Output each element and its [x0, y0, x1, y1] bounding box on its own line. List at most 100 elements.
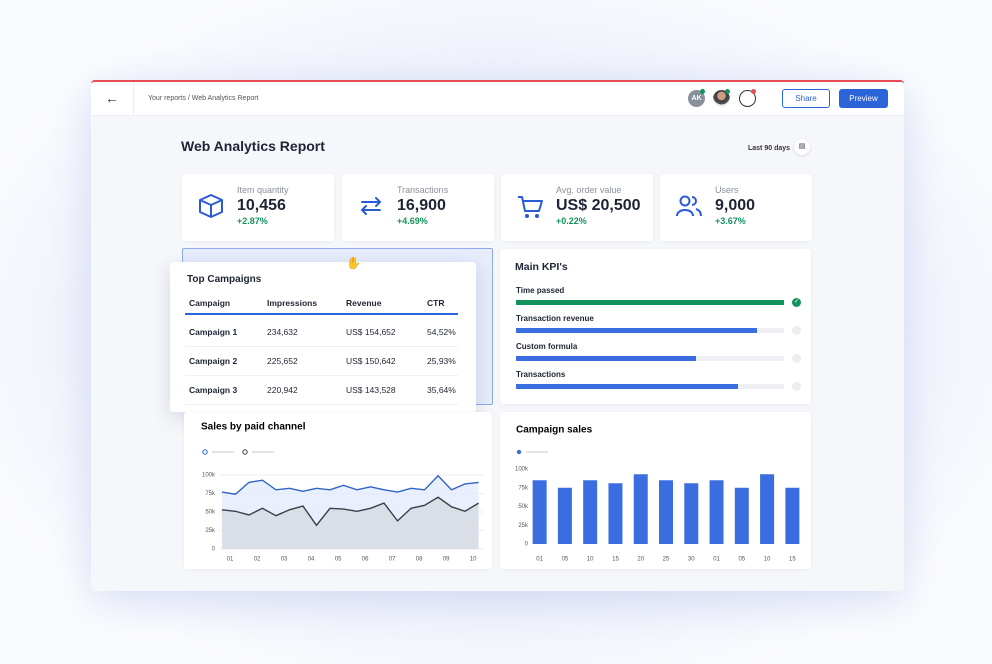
table-cell: US$ 143,528	[346, 385, 396, 395]
table-cell: 220,942	[267, 385, 298, 395]
avatar-initials: AK	[691, 95, 702, 102]
kpi-change: +0.22%	[556, 216, 587, 226]
bar	[659, 480, 673, 544]
table-cell: US$ 154,652	[346, 327, 396, 337]
row-rule	[185, 375, 458, 376]
bar	[532, 480, 547, 544]
report-title: Web Analytics Report	[181, 138, 325, 154]
x-tick-label: 10	[587, 557, 594, 563]
x-tick-label: 01	[536, 557, 543, 563]
row-rule	[185, 404, 458, 405]
kpi-bar-label: Transaction revenue	[516, 314, 594, 323]
x-tick-label: 08	[416, 557, 423, 563]
table-cell: 35,64%	[427, 385, 456, 395]
x-tick-label: 09	[443, 557, 450, 563]
bar	[633, 474, 648, 544]
x-tick-label: 05	[335, 557, 342, 563]
share-button[interactable]: Share	[782, 89, 830, 108]
bar-chart: Campaign sales 0 25k 50k 75k 100k 01 05 10 15 20 25…	[515, 425, 800, 563]
kpi-label: Users	[715, 185, 739, 195]
avatar[interactable]: AK	[688, 90, 705, 107]
kpi-bar-label: Transactions	[516, 370, 566, 379]
y-tick-label: 75k	[518, 485, 529, 491]
legend-marker	[516, 449, 522, 455]
y-tick-label: 75k	[205, 491, 216, 497]
chart-card: Campaign sales 0 25k 50k 75k 100k 01 05 10 15 20 25…	[500, 412, 811, 569]
table-cell: Campaign 1	[189, 327, 238, 337]
table-cell: 225,652	[267, 356, 298, 366]
table-card: Top Campaigns Campaign Impressions Revenue…	[170, 262, 476, 412]
bar	[785, 487, 800, 544]
area	[221, 497, 479, 549]
kpi-label: Item quantity	[237, 185, 289, 195]
bar	[734, 487, 749, 544]
kpi-card: Avg. order value US$ 20,500 +0.22%	[501, 174, 653, 241]
y-tick-label: 25k	[205, 528, 216, 534]
table-cell: 234,632	[267, 327, 298, 337]
kpi-card: Transactions 16,900 +4.69%	[342, 174, 494, 241]
x-tick-label: 01	[227, 557, 234, 563]
x-tick-label: 20	[637, 557, 644, 563]
x-tick-label: 10	[470, 557, 477, 563]
bar	[583, 480, 598, 544]
kpi-change: +3.67%	[715, 216, 746, 226]
bar	[684, 483, 699, 544]
x-tick-label: 03	[281, 557, 288, 563]
kpi-bar-label: Custom formula	[516, 342, 578, 351]
kpi-panel: Main KPI's Time passed ✓ Transaction reven…	[500, 249, 811, 404]
status-icon	[792, 354, 801, 363]
status-dot	[700, 89, 705, 94]
x-tick-label: 25	[663, 557, 670, 563]
progress-bar	[516, 328, 758, 333]
status-icon	[792, 326, 801, 335]
progress-bar	[516, 300, 784, 305]
column-header: Campaign	[189, 298, 231, 308]
progress-bar	[516, 384, 739, 389]
x-tick-label: 30	[688, 557, 695, 563]
x-tick-label: 05	[562, 557, 569, 563]
legend-marker	[202, 449, 208, 455]
chat-button[interactable]	[739, 90, 756, 107]
kpi-change: +2.87%	[237, 216, 268, 226]
kpi-label: Transactions	[397, 185, 449, 195]
column-header: CTR	[427, 298, 445, 308]
y-tick-label: 100k	[515, 467, 529, 473]
breadcrumb[interactable]: Your reports / Web Analytics Report	[148, 95, 259, 102]
bar	[608, 483, 623, 544]
calendar-button[interactable]: ▤	[794, 139, 810, 155]
y-tick-label: 25k	[518, 523, 529, 529]
kpi-icon	[676, 195, 702, 217]
bar	[760, 474, 775, 544]
progress-bar	[516, 356, 696, 361]
x-tick-label: 15	[612, 557, 619, 563]
table-cell: Campaign 3	[189, 385, 238, 395]
column-header: Impressions	[267, 298, 318, 308]
date-range[interactable]: Last 90 days	[748, 145, 791, 152]
x-tick-label: 07	[389, 557, 396, 563]
back-button[interactable]: ←	[105, 90, 119, 106]
kpi-bar-label: Time passed	[516, 286, 565, 295]
avatar-photo[interactable]	[713, 90, 730, 107]
x-tick-label: 10	[764, 557, 771, 563]
panel-title: Main KPI's	[515, 261, 568, 273]
table-cell: 54,52%	[427, 327, 456, 337]
kpi-card: Users 9,000 +3.67%	[660, 174, 812, 241]
preview-button[interactable]: Preview	[839, 89, 888, 108]
x-tick-label: 06	[362, 557, 369, 563]
legend-marker	[242, 449, 248, 455]
chart-title: Sales by paid channel	[201, 422, 306, 433]
x-tick-label: 02	[254, 557, 261, 563]
kpi-value: 9,000	[715, 197, 756, 214]
row-rule	[185, 346, 458, 347]
chart-card: Sales by paid channel 0 25k 50k 75k 100k 01 02 0…	[184, 412, 492, 569]
x-tick-label: 01	[713, 557, 720, 563]
line-chart: Sales by paid channel 0 25k 50k 75k 100k 01 02 0…	[201, 422, 484, 563]
divider	[133, 82, 134, 116]
x-tick-label: 15	[789, 557, 796, 563]
table-cell: 25,93%	[427, 356, 456, 366]
kpi-value: US$ 20,500	[556, 197, 641, 214]
kpi-label: Avg. order value	[556, 185, 622, 195]
y-tick-label: 0	[525, 542, 529, 548]
kpi-icon	[199, 194, 223, 218]
